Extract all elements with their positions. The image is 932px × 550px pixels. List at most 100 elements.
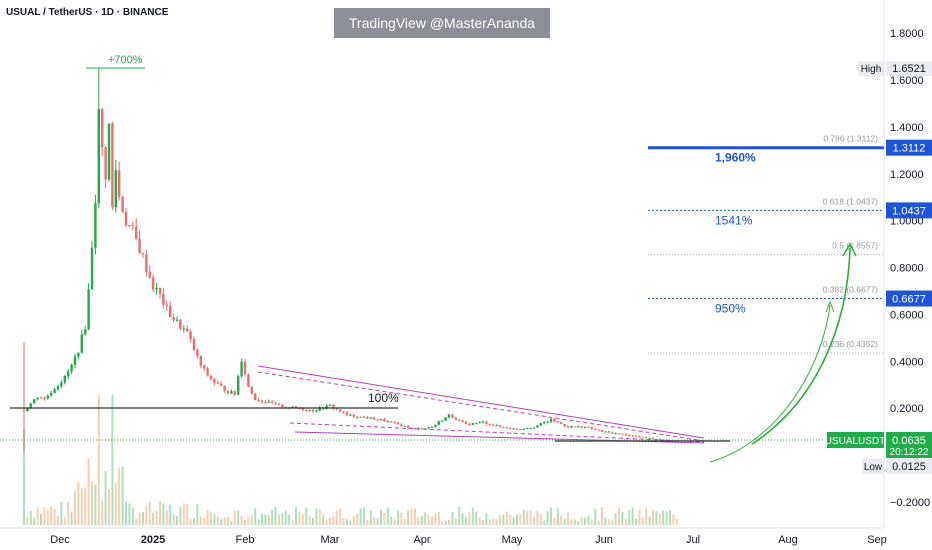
volume-bar bbox=[213, 513, 216, 525]
candle-body bbox=[294, 406, 298, 409]
candle-body bbox=[203, 365, 206, 369]
candle-body bbox=[532, 427, 536, 429]
candle-body bbox=[152, 277, 155, 290]
candle-body bbox=[131, 225, 134, 227]
candle-body bbox=[560, 422, 563, 425]
volume-bar bbox=[111, 395, 114, 525]
volume-bar bbox=[573, 519, 576, 525]
candle-body bbox=[645, 436, 648, 438]
candle-body bbox=[512, 428, 515, 430]
volume-bar bbox=[216, 516, 219, 525]
volume-bar bbox=[675, 518, 678, 525]
y-tick-label: 1.8000 bbox=[890, 28, 924, 40]
candle-body bbox=[638, 436, 641, 438]
candle-body bbox=[376, 419, 379, 421]
candle-body bbox=[444, 417, 447, 421]
volume-bar bbox=[271, 509, 274, 525]
x-tick-label: 2025 bbox=[141, 534, 165, 546]
candle-body bbox=[505, 427, 508, 429]
fib-label-0.382: 0.382 (0.6677) bbox=[823, 285, 878, 295]
candle-body bbox=[471, 423, 474, 425]
volume-bar bbox=[254, 508, 257, 525]
candle-body bbox=[583, 426, 587, 428]
volume-bar bbox=[471, 507, 474, 525]
volume-bar bbox=[560, 515, 563, 525]
volume-bar bbox=[363, 507, 365, 525]
candle-body bbox=[39, 397, 43, 399]
candle-body bbox=[230, 391, 233, 394]
volume-bar bbox=[264, 514, 267, 525]
candle-body bbox=[427, 427, 430, 429]
candle-body bbox=[33, 399, 36, 404]
volume-bar bbox=[179, 506, 182, 525]
volume-bar bbox=[522, 510, 525, 525]
candle-body bbox=[267, 401, 270, 403]
volume-bar bbox=[91, 481, 93, 525]
wedge-lower-dashed-line bbox=[289, 422, 705, 443]
volume-bar bbox=[227, 517, 229, 525]
volume-bar bbox=[373, 517, 376, 525]
volume-bar bbox=[165, 510, 168, 525]
fib-target-0.382: 950% bbox=[715, 302, 746, 316]
candle-body bbox=[458, 419, 461, 421]
candle-body bbox=[570, 426, 573, 428]
volume-bar bbox=[407, 510, 410, 525]
candle-body bbox=[594, 428, 597, 430]
projection-arrow-thick-head bbox=[842, 242, 857, 257]
candle-body bbox=[553, 418, 556, 422]
volume-bar bbox=[533, 517, 535, 525]
candle-body bbox=[257, 399, 260, 401]
volume-bar bbox=[237, 510, 240, 525]
candle-body bbox=[158, 287, 162, 294]
volume-bar bbox=[176, 516, 178, 525]
volume-bar bbox=[611, 519, 614, 525]
candle-body bbox=[318, 407, 321, 411]
candle-body bbox=[189, 331, 192, 339]
volume-bar bbox=[546, 511, 549, 525]
candle-body bbox=[332, 404, 335, 409]
fib-label-0.618: 0.618 (1.0437) bbox=[823, 196, 878, 206]
volume-bar bbox=[74, 490, 76, 525]
volume-bar bbox=[587, 515, 590, 525]
candle-body bbox=[196, 350, 199, 356]
candle-body bbox=[50, 393, 53, 396]
candle-body bbox=[36, 397, 39, 400]
volume-bar bbox=[257, 519, 260, 525]
volume-bar bbox=[655, 511, 658, 525]
volume-bar bbox=[628, 510, 631, 525]
volume-bar bbox=[519, 514, 522, 525]
volume-bar bbox=[189, 518, 192, 525]
volume-bar bbox=[87, 458, 90, 525]
volume-bar bbox=[431, 516, 433, 525]
volume-bar bbox=[414, 508, 416, 525]
candle-body bbox=[199, 355, 202, 366]
volume-bar bbox=[553, 517, 556, 525]
y-tick-label: 1.4000 bbox=[890, 122, 924, 134]
candle-body bbox=[46, 395, 49, 399]
volume-bar bbox=[380, 509, 382, 525]
fib-target-0.618: 1541% bbox=[715, 213, 753, 227]
volume-bar bbox=[23, 430, 25, 525]
candle-body bbox=[264, 402, 267, 404]
candle-body bbox=[216, 382, 219, 384]
high-label: High bbox=[861, 64, 882, 75]
candle-body bbox=[611, 432, 614, 434]
volume-bar bbox=[131, 507, 134, 525]
candle-body bbox=[492, 424, 495, 426]
volume-bar bbox=[349, 520, 352, 525]
volume-bar bbox=[267, 515, 270, 525]
projection-arrow-thin-head bbox=[825, 300, 835, 313]
volume-bar bbox=[67, 501, 70, 525]
volume-bar bbox=[121, 466, 124, 525]
volume-bar bbox=[298, 511, 301, 525]
fib-price-tag-text-0.618: 1.0437 bbox=[892, 205, 926, 217]
candle-body bbox=[260, 400, 264, 403]
volume-bar bbox=[441, 520, 444, 525]
volume-bar bbox=[220, 518, 223, 525]
candle-body bbox=[617, 433, 621, 435]
volume-bar bbox=[516, 514, 518, 525]
volume-bar bbox=[597, 520, 600, 525]
volume-bar bbox=[621, 511, 624, 525]
volume-bar bbox=[526, 510, 529, 525]
